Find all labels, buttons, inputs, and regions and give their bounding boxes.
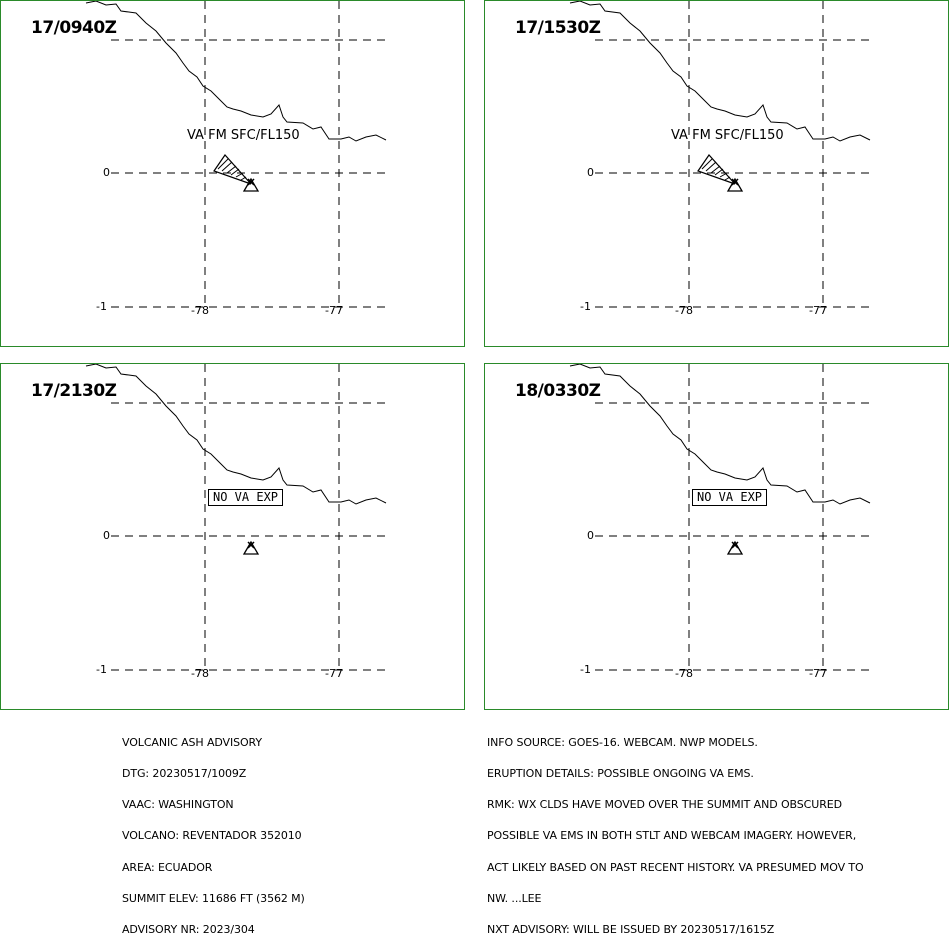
advisory-line: INFO SOURCE: GOES-16. WEBCAM. NWP MODELS… xyxy=(487,735,758,749)
ash-level-label: VA FM SFC/FL150 xyxy=(187,128,300,143)
lat-label-minus1: -1 xyxy=(580,300,591,313)
panel-time: 17/2130Z xyxy=(31,381,117,401)
grid-lines xyxy=(111,364,386,671)
volcano-icon xyxy=(242,540,260,555)
lat-label-0: 0 xyxy=(587,166,594,179)
advisory-line: POSSIBLE VA EMS IN BOTH STLT AND WEBCAM … xyxy=(487,829,857,843)
grid-lines xyxy=(595,364,870,671)
ash-area-polygon xyxy=(213,154,252,185)
coastline xyxy=(569,1,871,142)
lat-label-minus1: -1 xyxy=(96,663,107,676)
advisory-line: ACT LIKELY BASED ON PAST RECENT HISTORY.… xyxy=(487,860,864,874)
advisory-line: DTG: 20230517/1009Z xyxy=(122,767,247,781)
ash-level-label: VA FM SFC/FL150 xyxy=(671,128,784,143)
lon-label-minus78: -78 xyxy=(675,667,693,680)
ash-area-polygon xyxy=(697,154,736,185)
lon-label-minus78: -78 xyxy=(675,304,693,317)
map-canvas xyxy=(85,364,387,671)
volcano-icon xyxy=(242,177,260,192)
map-canvas xyxy=(85,1,387,308)
advisory-line: NW. ...LEE xyxy=(487,891,542,905)
advisory-line: ADVISORY NR: 2023/304 xyxy=(122,923,255,937)
no-ash-label: NO VA EXP xyxy=(692,489,768,506)
coastline xyxy=(569,364,871,505)
advisory-details-block: INFO SOURCE: GOES-16. WEBCAM. NWP MODELS… xyxy=(487,717,864,946)
lat-label-0: 0 xyxy=(103,529,110,542)
lat-label-0: 0 xyxy=(103,166,110,179)
no-ash-label: NO VA EXP xyxy=(208,489,284,506)
panel-time: 17/0940Z xyxy=(31,18,117,38)
grid-lines xyxy=(111,1,386,308)
advisory-line: AREA: ECUADOR xyxy=(122,860,213,874)
lon-label-minus77: -77 xyxy=(809,304,827,317)
advisory-line: ERUPTION DETAILS: POSSIBLE ONGOING VA EM… xyxy=(487,767,754,781)
advisory-line: VAAC: WASHINGTON xyxy=(122,798,234,812)
lon-label-minus77: -77 xyxy=(809,667,827,680)
map-canvas xyxy=(569,1,871,308)
volcano-icon xyxy=(726,177,744,192)
advisory-line: RMK: WX CLDS HAVE MOVED OVER THE SUMMIT … xyxy=(487,798,842,812)
forecast-panel-3: 17/2130Z NO VA EXP 0 -1 -78 -77 xyxy=(0,363,465,710)
lon-label-minus78: -78 xyxy=(191,667,209,680)
volcano-icon xyxy=(726,540,744,555)
lat-label-minus1: -1 xyxy=(580,663,591,676)
advisory-header-block: VOLCANIC ASH ADVISORY DTG: 20230517/1009… xyxy=(122,717,305,946)
coastline xyxy=(85,1,387,142)
advisory-line: VOLCANIC ASH ADVISORY xyxy=(122,735,263,749)
advisory-line: SUMMIT ELEV: 11686 FT (3562 M) xyxy=(122,891,305,905)
grid-lines xyxy=(595,1,870,308)
forecast-panel-1: 17/0940Z VA FM SFC/FL150 0 -1 -78 -77 xyxy=(0,0,465,347)
forecast-panel-4: 18/0330Z NO VA EXP 0 -1 -78 -77 xyxy=(484,363,949,710)
coastline xyxy=(85,364,387,505)
advisory-line: NXT ADVISORY: WILL BE ISSUED BY 20230517… xyxy=(487,923,775,937)
lat-label-minus1: -1 xyxy=(96,300,107,313)
forecast-panel-2: 17/1530Z VA FM SFC/FL150 0 -1 -78 -77 xyxy=(484,0,949,347)
panel-time: 18/0330Z xyxy=(515,381,601,401)
lon-label-minus77: -77 xyxy=(325,667,343,680)
lat-label-0: 0 xyxy=(587,529,594,542)
panel-time: 17/1530Z xyxy=(515,18,601,38)
advisory-line: VOLCANO: REVENTADOR 352010 xyxy=(122,829,302,843)
lon-label-minus77: -77 xyxy=(325,304,343,317)
lon-label-minus78: -78 xyxy=(191,304,209,317)
map-canvas xyxy=(569,364,871,671)
